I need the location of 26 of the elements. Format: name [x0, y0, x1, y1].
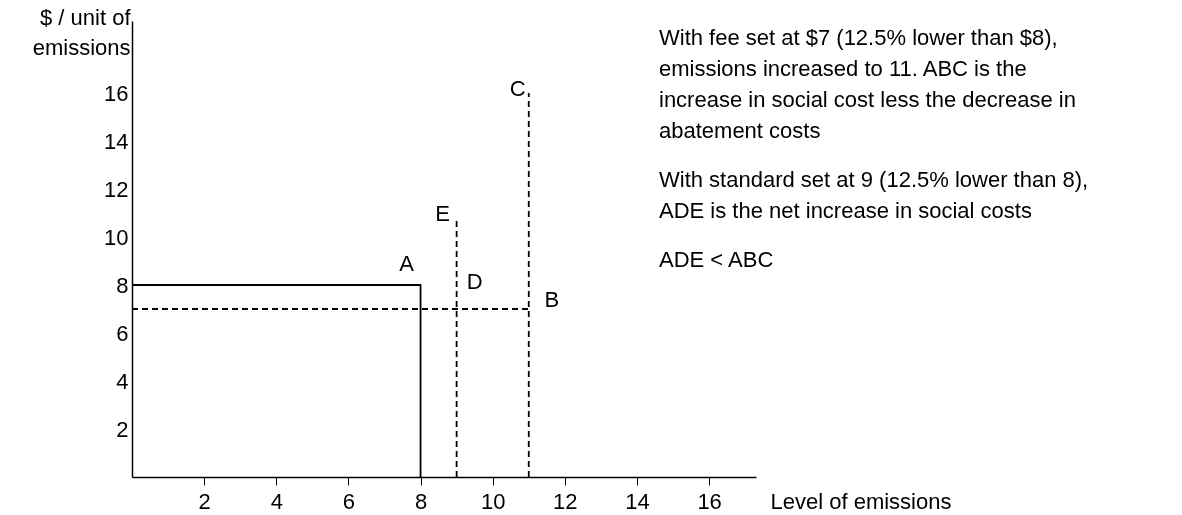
x-tick-label: 10: [480, 488, 506, 514]
x-axis-title: Level of emissions: [770, 488, 952, 514]
y-tick-label: 12: [104, 176, 129, 202]
x-tick-label: 12: [553, 488, 578, 514]
y-tick-label: 2: [116, 416, 129, 442]
x-tick-label: 4: [270, 488, 283, 514]
x-tick-label: 14: [625, 488, 650, 514]
x-tick-label: 16: [697, 488, 722, 514]
y-tick-label: 8: [116, 272, 129, 298]
annotation: D: [466, 269, 483, 294]
x-tick-label: 2: [198, 488, 211, 514]
annotation: A: [399, 251, 415, 276]
annotation: C: [509, 76, 526, 101]
y-tick-label: 14: [104, 128, 129, 154]
annotation: B: [544, 287, 560, 312]
annotation: ADE < ABC: [659, 247, 774, 272]
y-tick-label: 4: [116, 368, 129, 394]
x-tick-label: 6: [342, 488, 356, 514]
annotation: With fee set at $7 (12.5% lower than $8), emissions increased to 11. ABC is the increase in social cost less the decrease in abatement costs: [659, 25, 1076, 143]
y-tick-label: 16: [104, 80, 129, 106]
x-tick-label: 8: [414, 488, 428, 514]
y-axis-title: $ / unit of emissions: [32, 4, 132, 60]
annotation: With standard set at 9 (12.5% lower than 8), ADE is the net increase in social costs: [659, 167, 1089, 223]
y-tick-label: 10: [104, 224, 129, 250]
annotation: E: [435, 201, 450, 227]
y-tick-label: 6: [116, 320, 129, 346]
